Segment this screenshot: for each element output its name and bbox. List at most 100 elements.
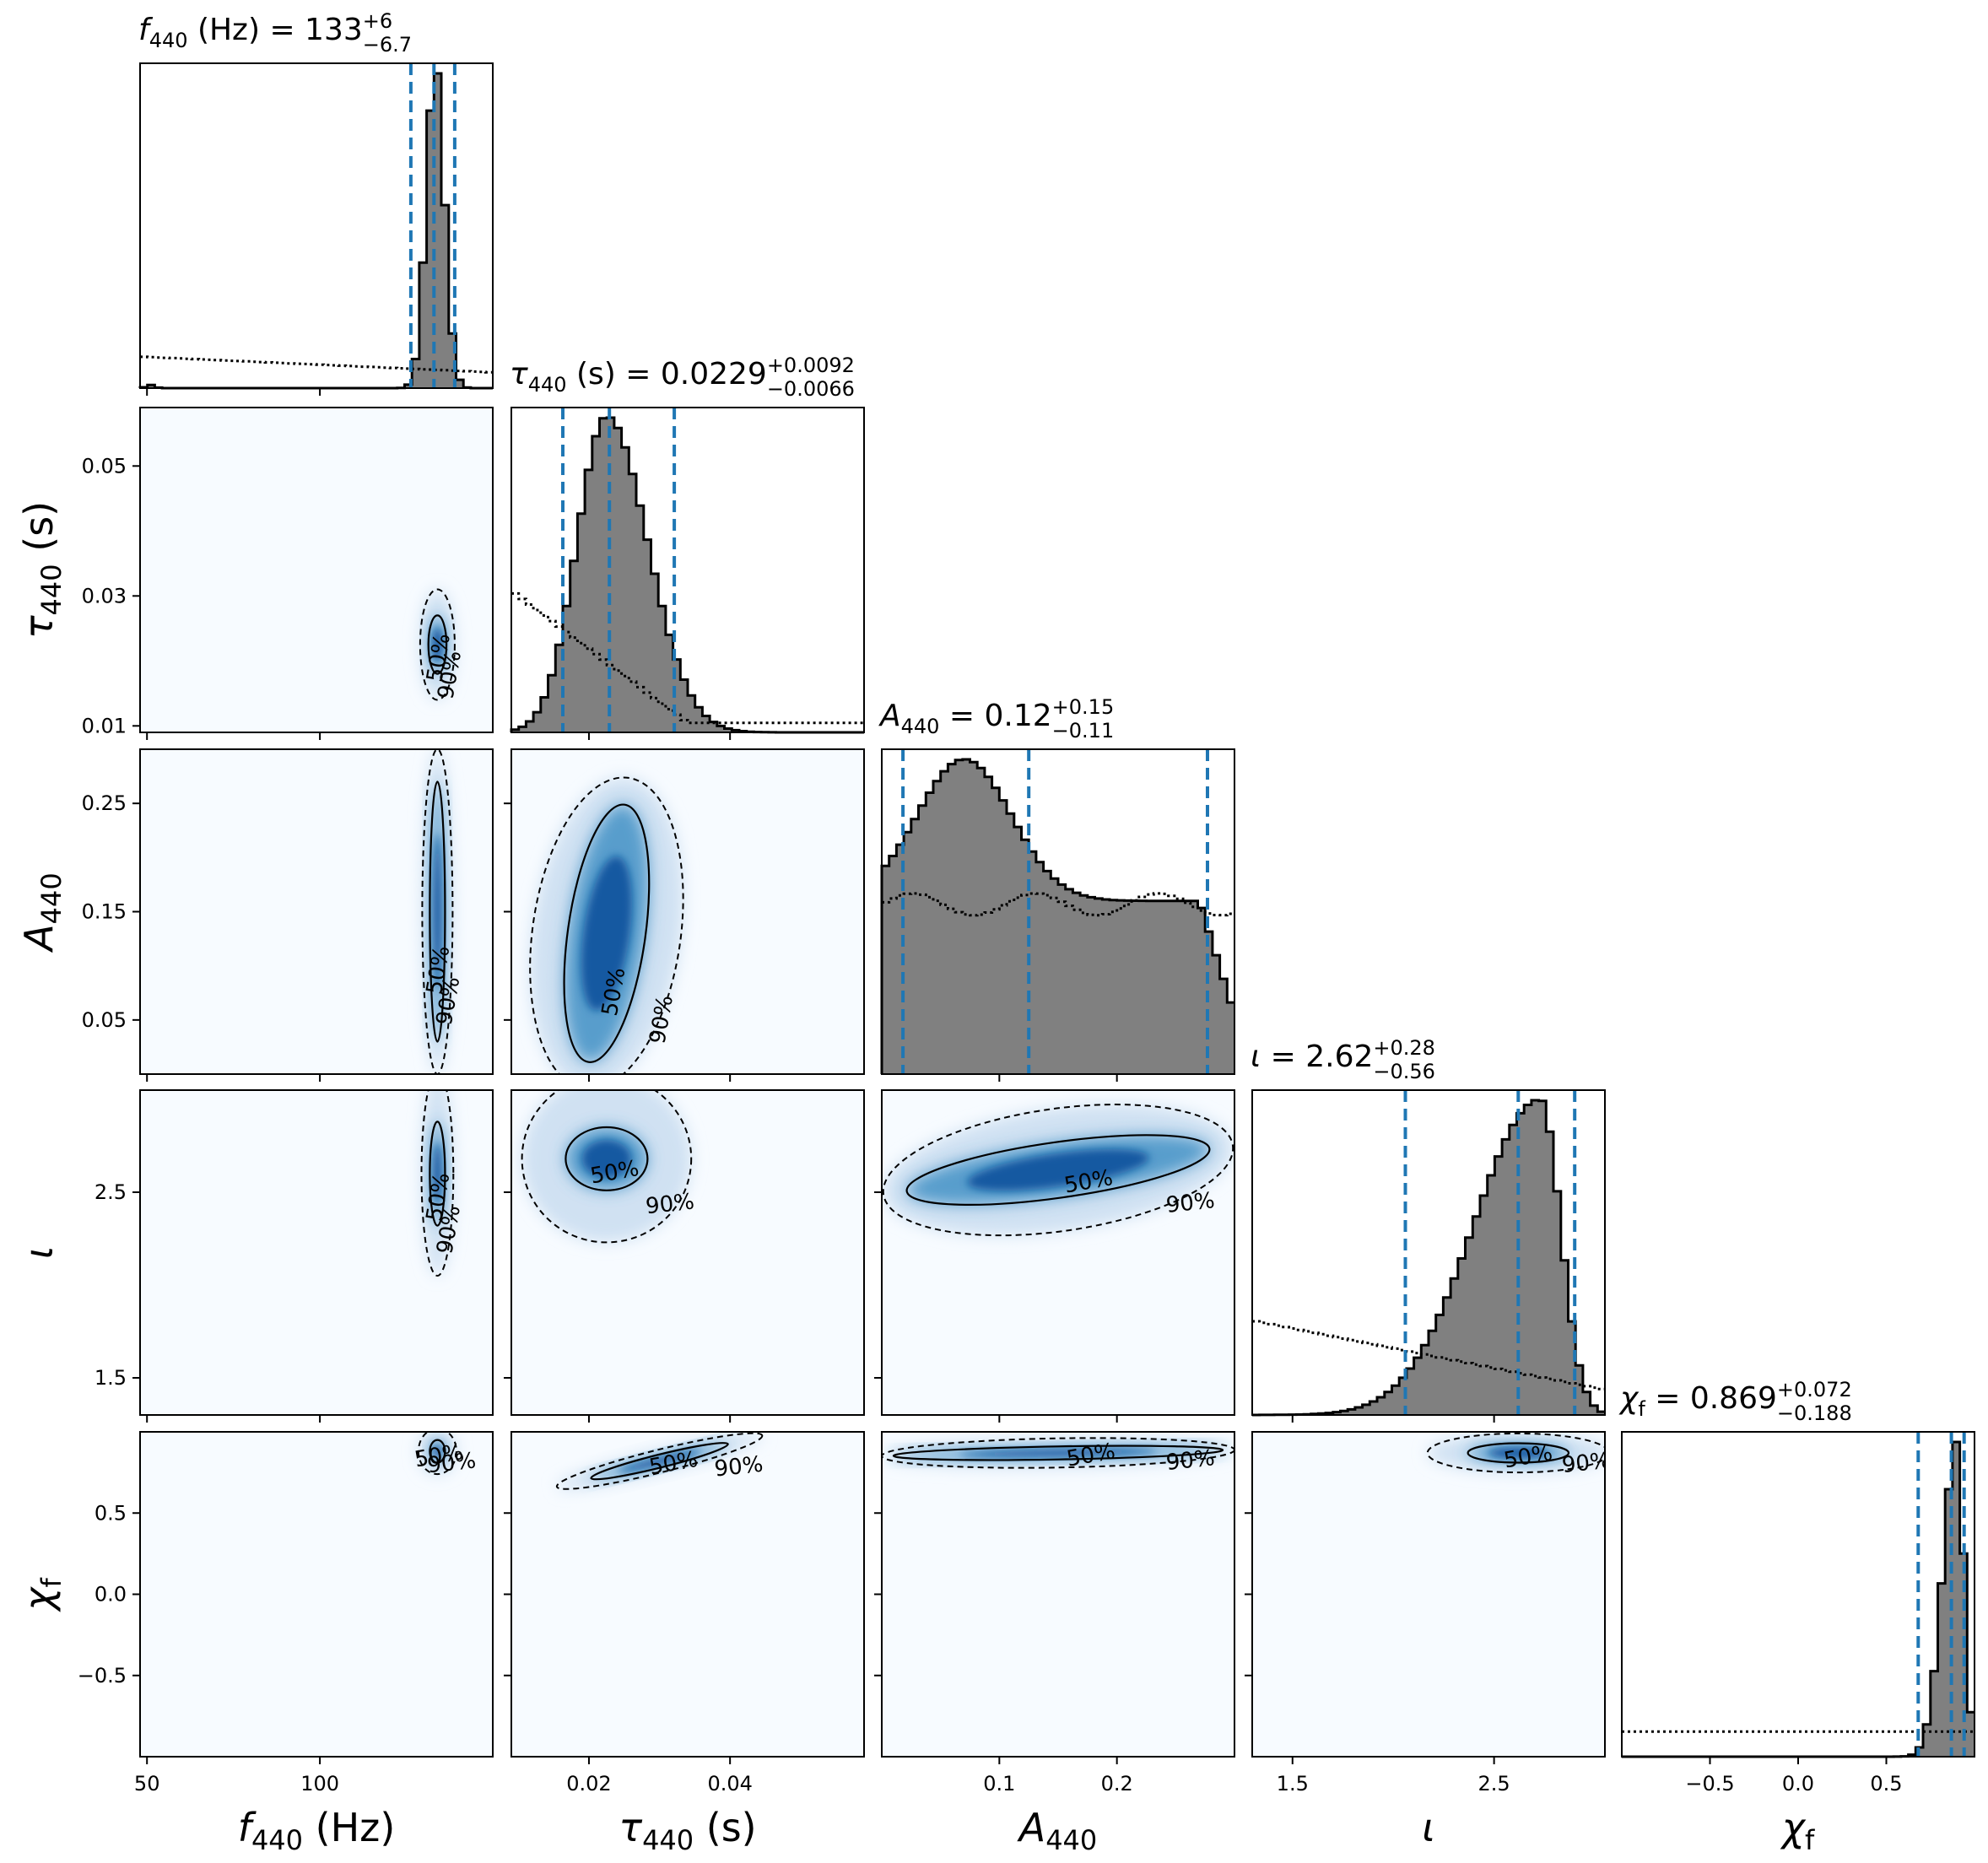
hist-bar-A bbox=[962, 759, 970, 1074]
hist-bar-A bbox=[1146, 900, 1154, 1074]
marginal-title-A: A440 = 0.12+0.15 bbox=[878, 695, 1114, 738]
hist-bar-tau bbox=[658, 606, 667, 732]
density-core bbox=[959, 1448, 1157, 1458]
x-tick-label-iota: 1.5 bbox=[1277, 1772, 1309, 1796]
hist-bar-A bbox=[1065, 888, 1073, 1074]
hist-bar-tau bbox=[555, 645, 564, 732]
hist-bar-iota bbox=[1413, 1358, 1422, 1415]
hist-bar-iota bbox=[1443, 1297, 1451, 1415]
hist-bar-tau bbox=[702, 716, 710, 732]
x-axis-label-chi: χf bbox=[1780, 1805, 1815, 1856]
hist-bar-tau bbox=[680, 679, 689, 732]
hist-bar-tau bbox=[577, 513, 586, 732]
hist-bar-iota bbox=[1538, 1100, 1547, 1415]
density-core bbox=[618, 1450, 701, 1472]
hist-bar-tau bbox=[636, 505, 645, 732]
hist-bar-iota bbox=[1362, 1404, 1370, 1415]
hist-bar-iota bbox=[1399, 1377, 1407, 1415]
hist-bar-iota bbox=[1457, 1258, 1466, 1415]
contour-label-90: 90% bbox=[713, 1452, 764, 1482]
panel-frame bbox=[139, 407, 494, 733]
hist-bar-iota bbox=[1597, 1412, 1606, 1415]
hist-bar-tau bbox=[613, 428, 622, 732]
contour-50 bbox=[565, 1126, 649, 1191]
marginal-title-f: f440 (Hz) = 133+6 bbox=[138, 9, 392, 52]
contour-label-90: 90% bbox=[645, 1189, 696, 1219]
contour-50 bbox=[429, 1439, 446, 1464]
x-tick-label-f: 50 bbox=[134, 1772, 160, 1796]
marginal-title-tau: τ440 (s) = 0.0229+0.0092 bbox=[510, 354, 855, 397]
hist-bar-A bbox=[1029, 851, 1037, 1074]
hist-bar-A bbox=[1043, 871, 1051, 1074]
density-core bbox=[433, 1142, 442, 1205]
hist-bar-A bbox=[904, 832, 912, 1074]
density-panel-iota-chi: 50% 90% bbox=[1251, 1431, 1606, 1758]
hist-bar-iota bbox=[1516, 1113, 1525, 1415]
hist-bar-iota bbox=[1582, 1391, 1591, 1415]
contour-50 bbox=[1467, 1442, 1570, 1464]
hist-bar-tau bbox=[716, 726, 725, 732]
y-axis-label-tau: τ440 (s) bbox=[16, 501, 68, 639]
y-axis-label-chi: χf bbox=[16, 1578, 68, 1613]
x-tick-label-A: 0.2 bbox=[1101, 1772, 1133, 1796]
y-tick-label-iota: 1.5 bbox=[95, 1366, 127, 1390]
hist-bar-iota bbox=[1435, 1315, 1444, 1415]
hist-bar-iota bbox=[1377, 1397, 1386, 1415]
density-core bbox=[1488, 1447, 1549, 1459]
hist-bar-iota bbox=[1568, 1321, 1576, 1415]
hist-bar-A bbox=[1021, 840, 1029, 1074]
prior-f bbox=[140, 355, 493, 374]
hist-bar-tau bbox=[592, 436, 600, 732]
hist-bar-iota bbox=[1332, 1412, 1341, 1415]
density-bg bbox=[140, 1432, 493, 1757]
hist-bar-A bbox=[1132, 900, 1140, 1074]
hist-bar-iota bbox=[1421, 1345, 1429, 1415]
y-tick-label-A: 0.05 bbox=[82, 1008, 127, 1032]
y-tick-label-tau: 0.05 bbox=[82, 454, 127, 478]
hist-bar-A bbox=[926, 792, 934, 1074]
marginal-title-minus-A: −0.11 bbox=[1052, 719, 1115, 742]
hist-bar-A bbox=[1116, 900, 1125, 1074]
contour-90 bbox=[421, 749, 454, 1074]
panel-frame-iota bbox=[1251, 1089, 1606, 1416]
hist-bar-A bbox=[1007, 813, 1015, 1074]
hist-bar-A bbox=[1183, 900, 1191, 1074]
hist-bar-tau bbox=[621, 447, 629, 732]
x-tick-label-A: 0.1 bbox=[983, 1772, 1015, 1796]
hist-bar-A bbox=[955, 759, 964, 1074]
hist-bar-chi bbox=[1952, 1442, 1960, 1757]
hist-bar-iota bbox=[1560, 1260, 1569, 1415]
density-panel-tau-A: 50%90% bbox=[511, 748, 865, 1075]
hist-bar-A bbox=[918, 805, 926, 1074]
density-panel-A-iota: 50%90% bbox=[881, 1089, 1235, 1416]
hist-bar-iota bbox=[1546, 1131, 1554, 1415]
contour-50 bbox=[427, 614, 448, 675]
hist-bar-A bbox=[1160, 900, 1169, 1074]
marginal-title-minus-chi: −0.188 bbox=[1777, 1401, 1852, 1425]
contour-label-90: 90% bbox=[1164, 1188, 1216, 1218]
contour-50 bbox=[429, 1120, 446, 1227]
hist-bar-chi bbox=[1967, 1712, 1975, 1757]
hist-bar-A bbox=[1138, 900, 1147, 1074]
hist-bar-A bbox=[970, 762, 978, 1074]
contour-90 bbox=[521, 1090, 693, 1244]
hist-bar-tau bbox=[665, 634, 673, 732]
hist-bar-A bbox=[1058, 884, 1067, 1074]
x-axis-label-A: A440 bbox=[1017, 1805, 1098, 1856]
hist-bar-chi bbox=[1937, 1583, 1946, 1757]
hist-bar-f bbox=[434, 73, 442, 388]
y-tick-label-tau: 0.03 bbox=[82, 584, 127, 608]
hist-outline-iota bbox=[1252, 1099, 1605, 1417]
hist-bar-A bbox=[1197, 908, 1206, 1074]
hist-bar-A bbox=[977, 768, 986, 1074]
hist-bar-A bbox=[991, 787, 1000, 1074]
x-tick-label-tau: 0.02 bbox=[566, 1772, 611, 1796]
hist-bar-tau bbox=[533, 712, 542, 732]
hist-bar-tau bbox=[526, 721, 534, 732]
hist-bar-iota bbox=[1450, 1278, 1459, 1415]
hist-bar-tau bbox=[643, 539, 651, 732]
hist-bar-tau bbox=[694, 707, 703, 732]
hist-bar-tau bbox=[540, 697, 548, 732]
hist-bar-iota bbox=[1465, 1237, 1473, 1415]
